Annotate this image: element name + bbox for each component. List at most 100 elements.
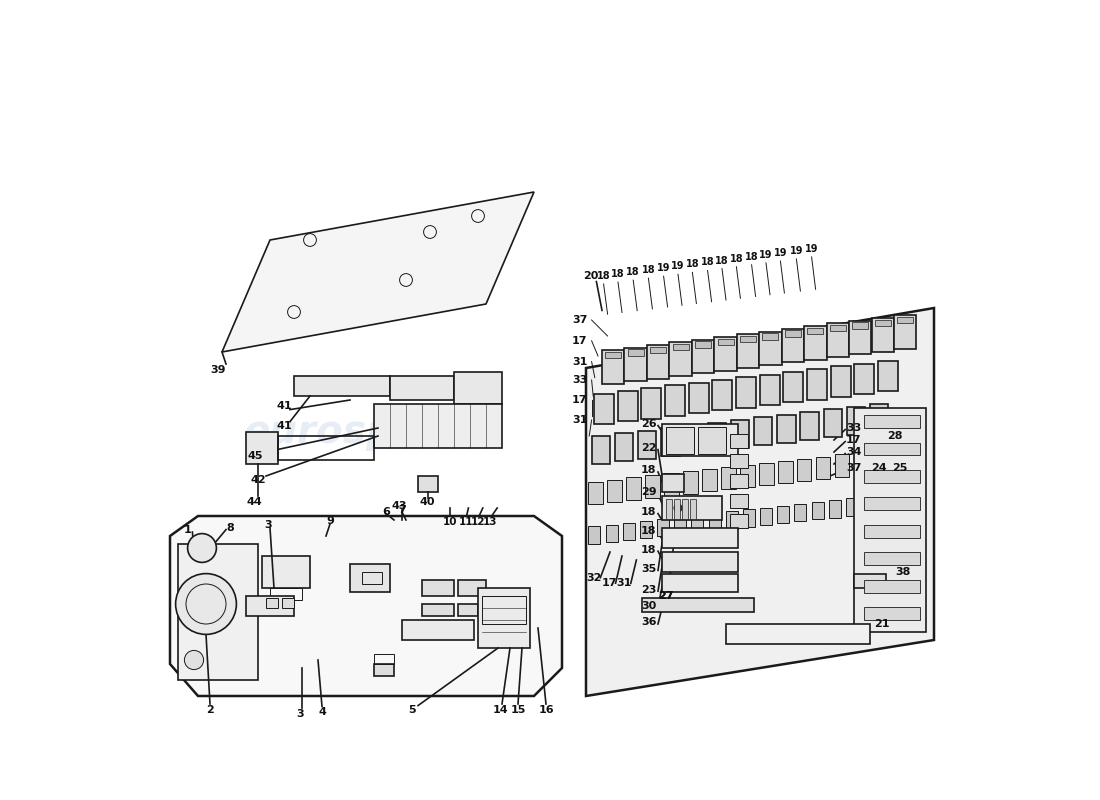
Text: 31: 31: [572, 415, 587, 425]
Bar: [626, 478, 640, 500]
Bar: [246, 432, 278, 464]
Bar: [714, 337, 737, 370]
Text: 5: 5: [408, 706, 416, 715]
Bar: [672, 344, 689, 350]
Bar: [482, 596, 526, 624]
Text: 21: 21: [874, 619, 890, 629]
Text: 32: 32: [586, 573, 602, 582]
Bar: [898, 317, 913, 323]
Bar: [812, 502, 824, 519]
Bar: [760, 507, 772, 525]
Text: 14: 14: [493, 705, 508, 714]
Text: 19: 19: [805, 244, 818, 254]
Bar: [454, 372, 502, 404]
Bar: [662, 474, 684, 492]
Text: eurospares: eurospares: [612, 477, 857, 515]
Bar: [662, 574, 738, 592]
Bar: [849, 321, 871, 354]
Bar: [854, 574, 886, 588]
Bar: [864, 470, 920, 483]
Text: 19: 19: [671, 262, 684, 271]
Bar: [684, 426, 703, 454]
Text: 18: 18: [685, 259, 700, 270]
Text: 17: 17: [572, 395, 587, 405]
Bar: [618, 391, 638, 422]
Bar: [270, 588, 302, 600]
Text: eurospares: eurospares: [243, 413, 488, 451]
Circle shape: [185, 650, 204, 670]
Bar: [623, 522, 635, 540]
Text: 8: 8: [227, 523, 234, 533]
Bar: [674, 499, 681, 519]
Bar: [708, 513, 720, 530]
Bar: [262, 556, 310, 588]
Bar: [759, 463, 773, 486]
Bar: [828, 500, 840, 518]
Bar: [864, 525, 920, 538]
Bar: [824, 410, 842, 438]
Text: 3: 3: [297, 709, 305, 718]
Text: 30: 30: [641, 601, 657, 610]
Bar: [625, 348, 647, 382]
Text: 18: 18: [641, 545, 657, 554]
Bar: [740, 336, 756, 342]
Text: 26: 26: [641, 419, 657, 429]
Bar: [878, 361, 898, 391]
Bar: [740, 465, 755, 487]
Bar: [778, 506, 790, 523]
Text: 4: 4: [318, 707, 326, 717]
Bar: [662, 496, 722, 520]
Bar: [615, 434, 634, 462]
Text: 27: 27: [658, 591, 673, 601]
Bar: [592, 436, 611, 464]
Text: 18: 18: [701, 258, 714, 267]
Text: 2: 2: [206, 705, 213, 714]
Text: 41: 41: [276, 401, 293, 410]
Bar: [640, 521, 652, 538]
Bar: [762, 333, 779, 339]
Bar: [682, 499, 689, 519]
Bar: [737, 334, 759, 368]
Bar: [606, 525, 617, 542]
Text: 41: 41: [276, 421, 293, 430]
Text: 34: 34: [846, 447, 861, 457]
Bar: [760, 374, 780, 405]
Text: 18: 18: [745, 252, 758, 262]
Bar: [874, 320, 891, 326]
Bar: [422, 604, 454, 616]
Bar: [683, 471, 697, 494]
Bar: [730, 494, 748, 508]
Bar: [662, 528, 738, 548]
Bar: [374, 654, 394, 664]
Text: 44: 44: [246, 497, 262, 506]
Text: 37: 37: [572, 315, 587, 325]
Text: 10: 10: [442, 518, 458, 527]
Bar: [864, 442, 920, 455]
Text: 18: 18: [597, 271, 611, 281]
Text: 23: 23: [641, 585, 657, 594]
Bar: [807, 369, 827, 399]
Bar: [804, 326, 826, 360]
Bar: [674, 517, 686, 534]
Bar: [778, 461, 792, 483]
Bar: [783, 372, 803, 402]
Text: 22: 22: [641, 443, 657, 453]
Bar: [785, 330, 801, 337]
Bar: [864, 498, 920, 510]
Text: 27: 27: [658, 591, 673, 601]
Bar: [374, 664, 394, 676]
Bar: [736, 378, 756, 408]
Bar: [870, 404, 889, 432]
Text: 19: 19: [773, 248, 788, 258]
Text: 9: 9: [326, 516, 334, 526]
Text: 3: 3: [265, 520, 272, 530]
Text: 19: 19: [657, 263, 670, 273]
Text: 18: 18: [612, 269, 625, 279]
Bar: [374, 404, 502, 448]
Bar: [894, 315, 916, 349]
Text: 1: 1: [184, 525, 191, 534]
Text: 17: 17: [602, 578, 617, 588]
Text: 17: 17: [846, 435, 861, 445]
Bar: [418, 476, 438, 492]
Bar: [730, 514, 748, 528]
